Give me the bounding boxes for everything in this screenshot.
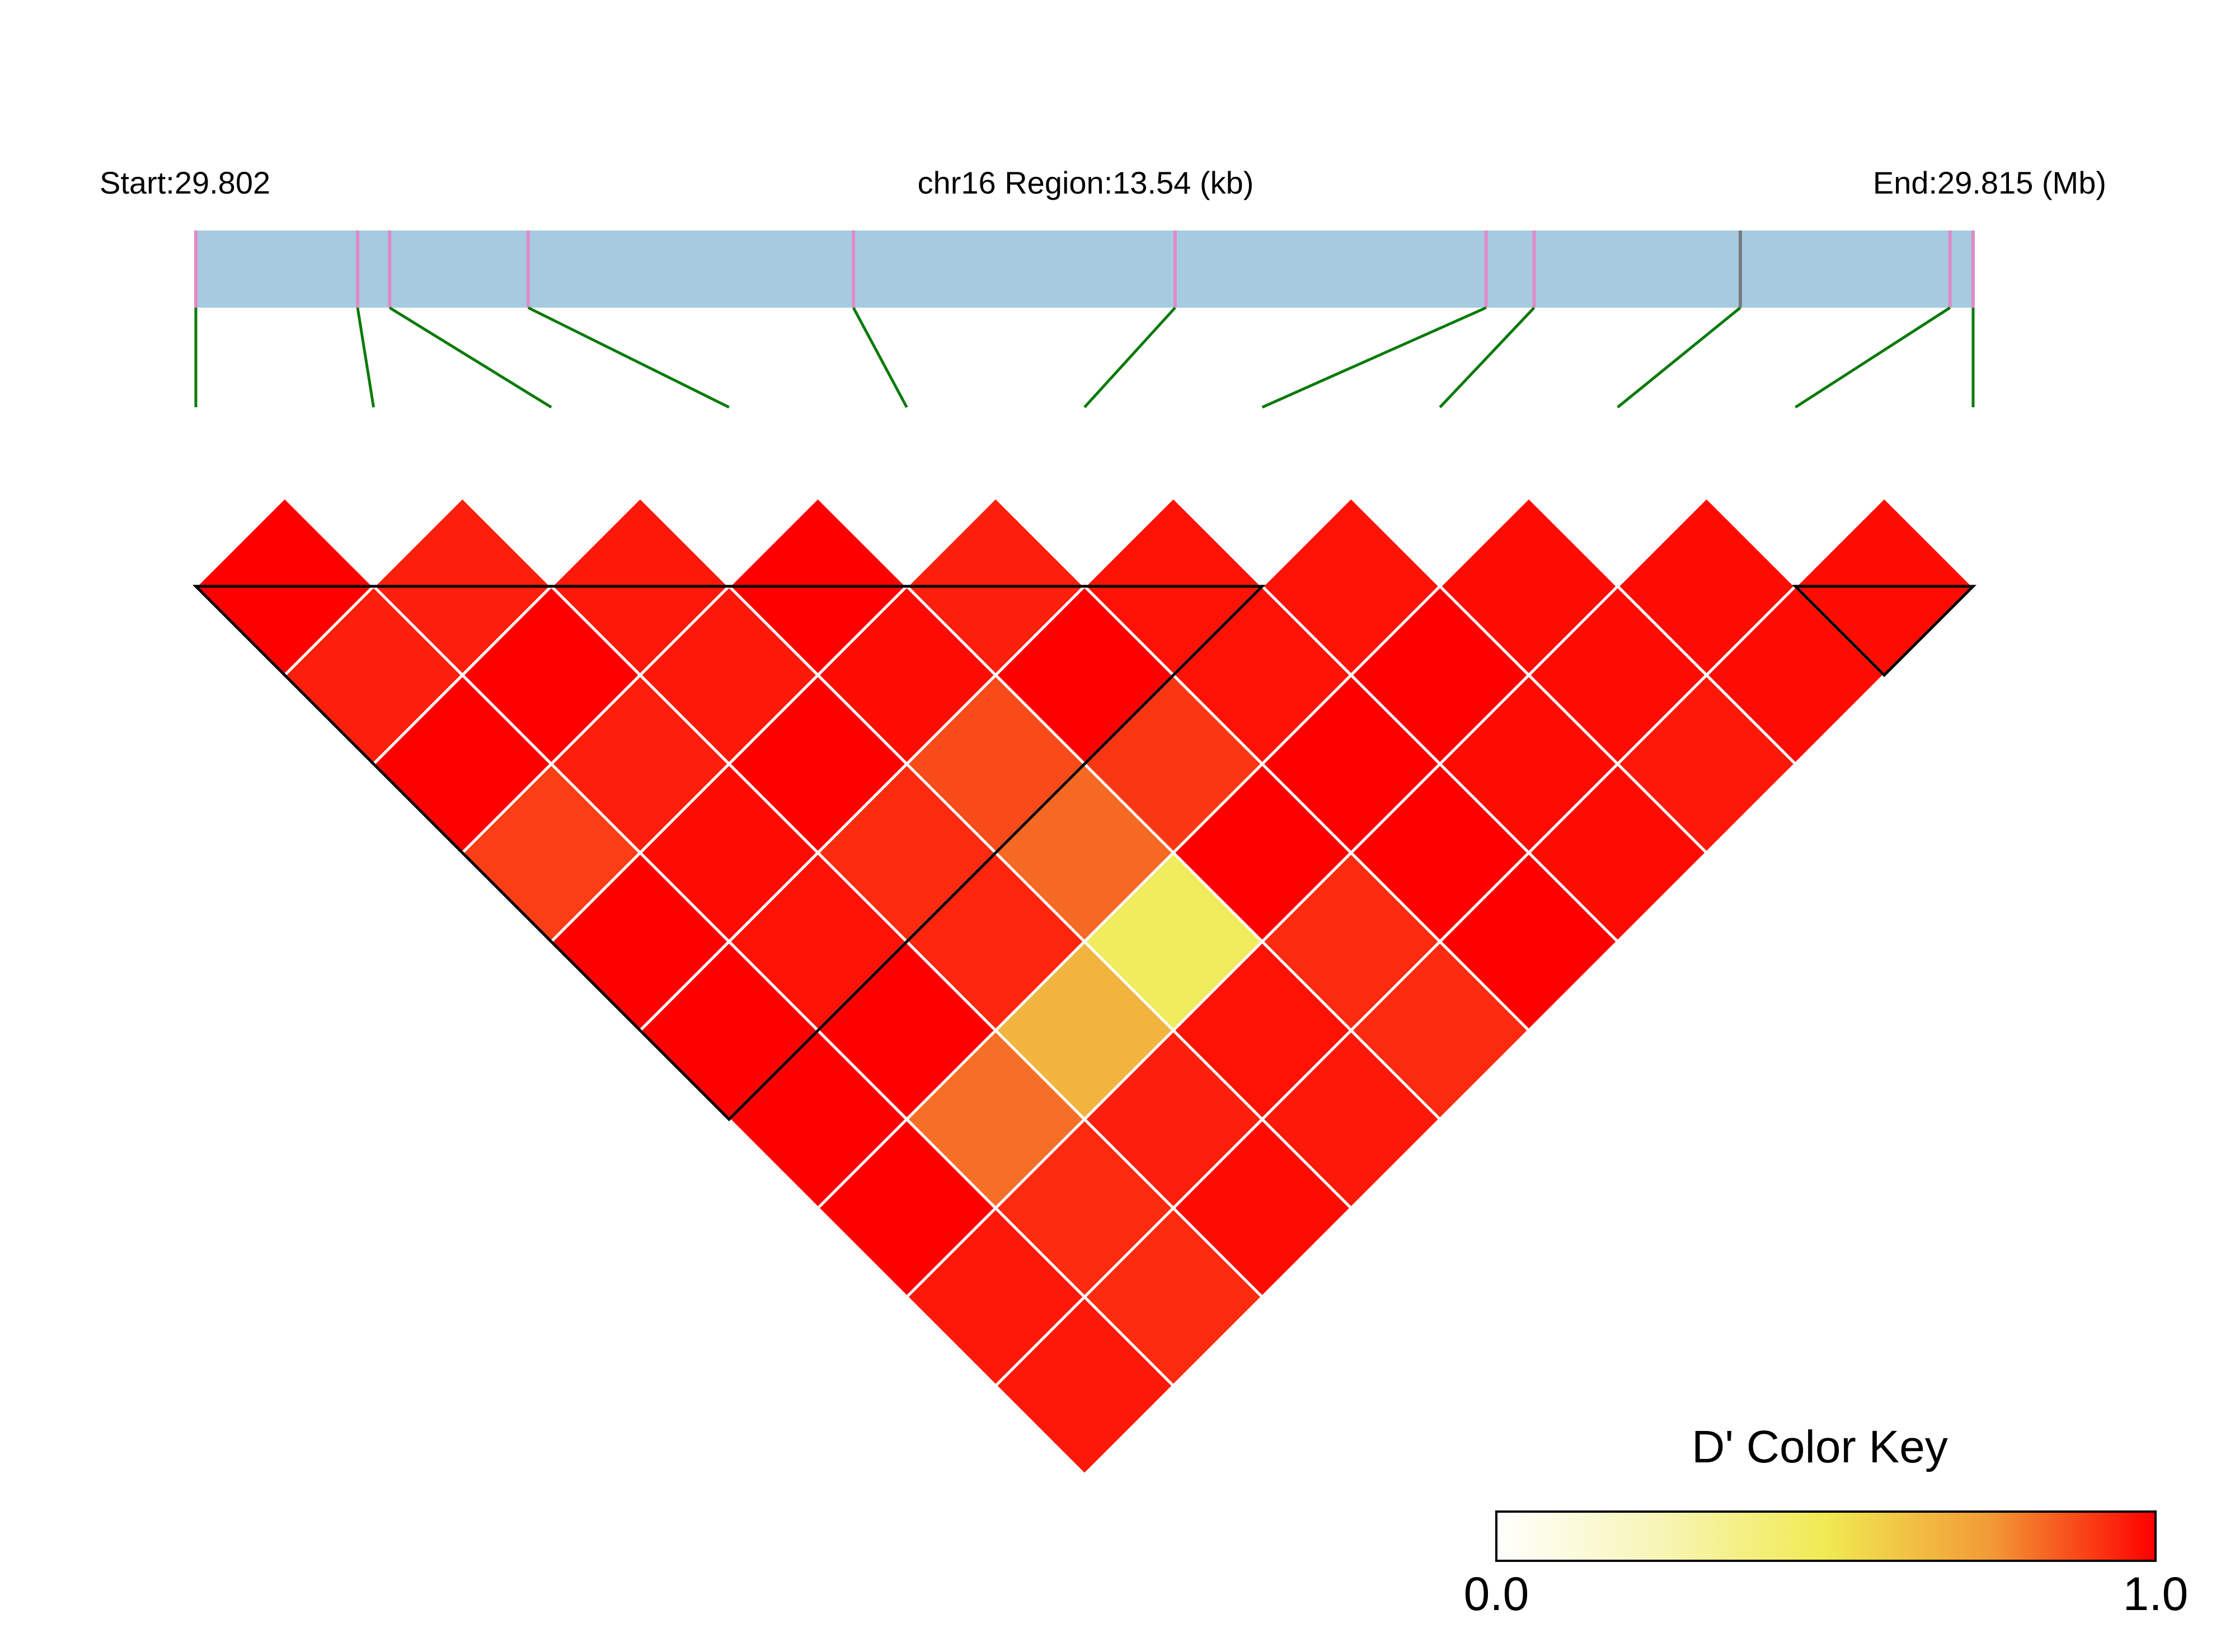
ld-heatmap-cells — [194, 495, 1975, 1477]
haplotype-block-outline — [1792, 585, 1977, 677]
snp-connector-line — [852, 307, 908, 408]
snp-connector-line — [1261, 306, 1487, 409]
snp-connector-line — [1617, 307, 1741, 408]
snp-connector-line — [527, 306, 730, 409]
snp-connector-lines — [194, 306, 1975, 409]
region-bar — [196, 230, 1973, 308]
snp-connector-line — [1083, 307, 1176, 408]
ld-cell — [993, 1295, 1176, 1477]
haplotype-block-outline — [192, 585, 1266, 1122]
snp-connector-line — [356, 307, 375, 408]
start-label: Start:29.802 — [100, 165, 270, 200]
color-key-title: D' Color Key — [1692, 1422, 1948, 1472]
haplotype-block-outlines — [192, 585, 1977, 1122]
region-label: chr16 Region:13.54 (kb) — [918, 165, 1254, 200]
snp-connector-line — [1439, 307, 1536, 408]
snp-connector-line — [1795, 306, 1951, 409]
color-key-gradient-bar — [1495, 1510, 2157, 1562]
color-key-min-label: 0.0 — [1464, 1568, 1529, 1620]
snp-position-markers — [194, 230, 1975, 308]
color-key-max-label: 1.0 — [2123, 1568, 2189, 1620]
end-label: End:29.815 (Mb) — [1873, 165, 2106, 200]
region-header: Start:29.802 chr16 Region:13.54 (kb) End… — [100, 165, 2106, 200]
snp-connector-line — [388, 306, 552, 409]
color-key: D' Color Key 0.0 1.0 — [1464, 1422, 2189, 1620]
